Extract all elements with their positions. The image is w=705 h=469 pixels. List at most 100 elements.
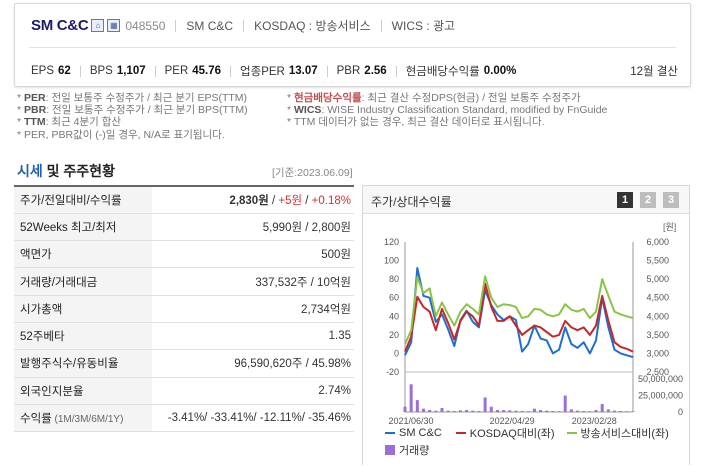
market-table: 주가/전일대비/수익률 2,830원 / +5원 / +0.18% 52Week… [14,185,354,433]
table-row: 외국인지분율 2.74% [14,377,354,405]
company-title-row: SM C&C ⌂ ▦ 048550 SM C&C KOSDAQ : 방송서비스 … [31,17,455,34]
row-value: 337,532주 / 10억원 [152,267,354,296]
table-row: 주가/전일대비/수익률 2,830원 / +5원 / +0.18% [14,186,354,214]
volume-bar [594,410,598,412]
volume-tick-label: 25,000,000 [638,391,683,401]
note-item: * PER: 전일 보통주 수정주가 / 최근 분기 EPS(TTM) [17,92,248,104]
row-value: 2,734억원 [152,295,354,323]
building-icon[interactable]: ▦ [107,19,121,32]
volume-bar [545,410,549,412]
left-tick-label: 100 [384,256,399,266]
volume-bar [526,411,530,412]
note-item: * PBR: 전일 보통주 수정주가 / 최근 분기 BPS(TTM) [17,104,248,117]
volume-bar [563,395,567,412]
volume-bar [606,409,610,412]
chart-page-1-button[interactable]: 1 [617,192,633,208]
legend-label: KOSDAQ대비(좌) [469,428,555,440]
divider [326,65,328,77]
right-tick-label: 4,000 [646,311,669,321]
row-value: 2,830원 / +5원 / +0.18% [152,186,354,214]
eps-label: EPS [31,65,55,77]
legend-label: 방송서비스대비(좌) [580,428,669,440]
right-tick-label: 2,500 [646,367,669,377]
note-item: * PER, PBR값이 (-)일 경우, N/A로 표기됩니다. [17,128,225,141]
pbr-label: PBR [336,65,361,77]
legend: SM C&C KOSDAQ대비(좌) 방송서비스대비(좌) [385,425,669,441]
legend-label: 거래량 [399,445,430,457]
volume-bar [631,411,635,412]
volume-bar [569,409,573,412]
divider [395,65,397,77]
per-value: 45.76 [192,65,222,77]
row-label: 액면가 [14,240,152,269]
volume-bar [465,410,469,412]
home-icon[interactable]: ⌂ [91,19,105,32]
volume-bar [477,411,481,412]
left-tick-label: 80 [389,274,399,284]
industry-per-label: 업종PER [240,66,285,78]
volume-bar [582,411,586,412]
volume-bar [421,408,425,412]
legend-swatch-smcc [385,432,395,434]
row-label: 거래량/거래대금 [14,267,152,296]
stock-code: 048550 [125,18,166,33]
volume-bar [428,410,432,412]
row-value: 96,590,620주 / 45.98% [152,349,354,378]
row-value: 500원 [152,240,354,269]
row-label: 시가총액 [14,295,152,323]
volume-bar [458,410,462,412]
volume-bar [502,410,506,412]
corp-name: SM C&C [31,17,89,34]
row-label: 52Weeks 최고/최저 [14,213,152,242]
legend-swatch-broadcast [566,432,577,434]
table-row: 수익률 (1M/3M/6M/1Y) -3.41%/ -33.41%/ -12.1… [14,404,354,433]
volume-bar [588,411,592,412]
volume-bar [452,411,456,412]
kosdaq-relative-line [404,282,634,353]
volume-bar [619,411,623,412]
left-tick-label: 20 [389,330,399,340]
dividend-value: 0.00% [483,65,517,77]
chart-panel: 주가/상대수익률 1 2 3 [원] 120 100 80 60 40 20 0 -20 6,00… [362,185,690,465]
volume-bar [446,410,450,412]
price-chart: [원] 120 100 80 60 40 20 0 -20 6,000 5,500 5,000 4,50… [384,222,683,426]
row-label: 수익률 (1M/3M/6M/1Y) [14,404,152,433]
legend-swatch-volume [385,445,395,455]
eps-value: 62 [58,65,71,77]
pbr-value: 2.56 [364,65,387,77]
row-label: 외국인지분율 [14,377,152,405]
table-row: 시가총액 2,734억원 [14,295,354,323]
notes-right: * 현금배당수익률: 최근 결산 수정DPS(현금) / 전일 보통주 수정주가… [287,92,607,129]
table-row: 발행주식수/유동비율 96,590,620주 / 45.98% [14,349,354,378]
chart-page-2-button[interactable]: 2 [640,192,656,208]
right-tick-label: 6,000 [646,237,669,247]
section-title: 시세 및 주주현황 [17,163,115,179]
right-tick-label: 3,500 [646,330,669,340]
volume-bar [539,410,543,412]
volume-bar [403,406,407,412]
legend-volume: 거래량 [385,442,429,458]
fiscal-settlement: 12월 결산 [630,66,678,78]
right-tick-label: 3,000 [646,348,669,358]
volume-tick-label: 50,000,000 [638,374,683,384]
volume-bar [471,410,475,412]
volume-bar [600,404,604,412]
volume-tick-label: 0 [678,407,683,417]
divider [243,19,245,32]
industry-per-value: 13.07 [288,65,318,77]
row-label: 발행주식수/유동비율 [14,349,152,378]
bps-value: 1,107 [116,65,146,77]
smcc-price-line [404,267,634,359]
volume-bar [415,400,419,412]
divider [154,65,156,77]
left-tick-label: 40 [389,311,399,321]
row-value: 1.35 [152,322,354,351]
volume-bar [495,410,499,412]
x-tick-label: 2023/02/28 [572,416,617,426]
note-item: * TTM 데이터가 없는 경우, 최근 결산 데이터로 표시됩니다. [287,116,545,129]
key-stats: EPS 62 BPS 1,107 PER 45.76 업종PER 13.07 P… [31,63,516,79]
volume-bar [613,410,617,412]
left-tick-label: 120 [384,237,399,247]
right-tick-label: 4,500 [646,293,669,303]
chart-page-3-button[interactable]: 3 [663,192,679,208]
